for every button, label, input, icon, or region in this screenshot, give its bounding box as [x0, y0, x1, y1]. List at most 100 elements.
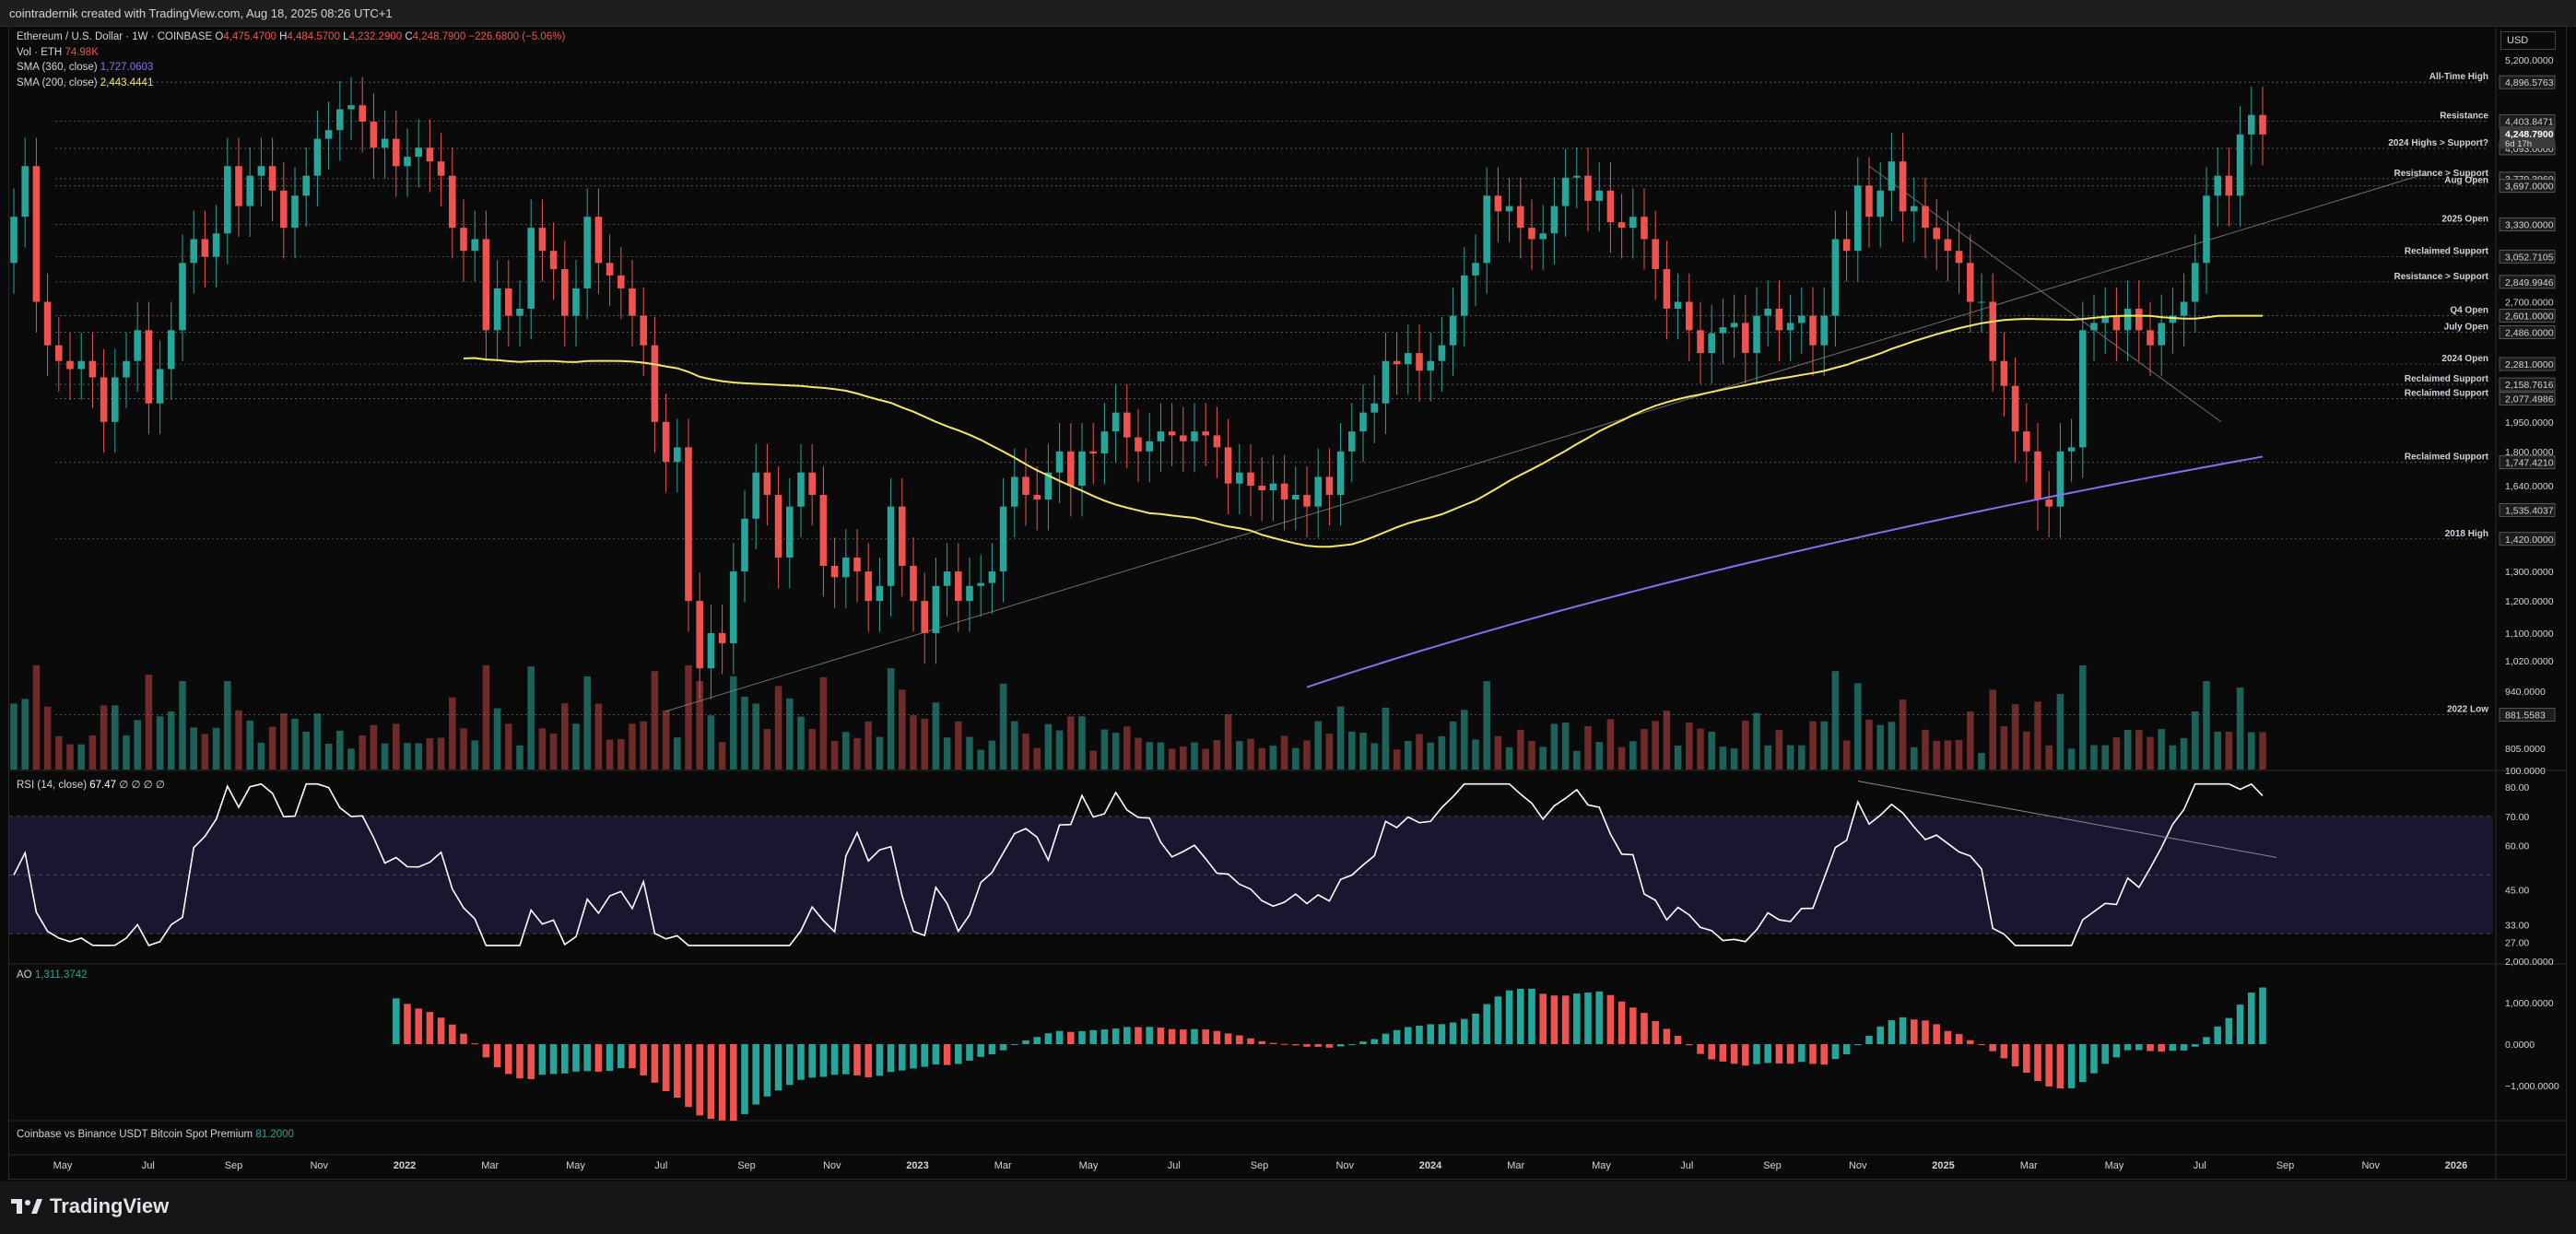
- candle-body: [685, 447, 692, 602]
- price-tick: 5,200.0000: [2505, 55, 2554, 66]
- rsi-tick: 33.00: [2505, 921, 2529, 932]
- candle-body: [1528, 228, 1535, 240]
- price-tick: 1,300.0000: [2505, 567, 2554, 578]
- time-tick: Sep: [737, 1160, 756, 1171]
- ao-bar: [2259, 987, 2266, 1044]
- candle-body: [876, 585, 884, 602]
- volume-bar: [1876, 724, 1884, 770]
- candle-body: [921, 601, 928, 633]
- symbol-name[interactable]: Ethereum / U.S. Dollar · 1W · COINBASE: [17, 31, 213, 42]
- volume-label[interactable]: Vol · ETH: [17, 46, 63, 58]
- premium-legend[interactable]: Coinbase vs Binance USDT Bitcoin Spot Pr…: [17, 1129, 294, 1140]
- ao-bar: [808, 1044, 816, 1078]
- ao-bar: [1314, 1044, 1322, 1047]
- volume-bar: [1967, 711, 1974, 770]
- ao-bar: [921, 1044, 928, 1067]
- rsi-trendline: [1857, 781, 2277, 858]
- ao-bar: [1033, 1037, 1041, 1044]
- volume-bar: [2203, 681, 2210, 770]
- candle-body: [437, 161, 445, 176]
- price-tick: 3,697.0000: [2505, 182, 2554, 193]
- volume-bar: [190, 727, 197, 770]
- volume-bar: [77, 744, 85, 770]
- candle-body: [1798, 315, 1806, 323]
- volume-bar: [988, 740, 996, 770]
- ao-legend[interactable]: AO 1,311.3742: [17, 970, 88, 981]
- volume-bar: [1641, 729, 1648, 770]
- time-tick: Nov: [1335, 1160, 1354, 1171]
- tradingview-logo[interactable]: TradingView: [11, 1192, 169, 1221]
- time-tick: Sep: [1251, 1160, 1269, 1171]
- candle-body: [549, 251, 558, 270]
- candle-body: [404, 157, 411, 167]
- time-tick: Nov: [310, 1160, 328, 1171]
- candle-body: [1303, 494, 1311, 507]
- rsi-legend[interactable]: RSI (14, close) 67.47 ∅ ∅ ∅ ∅: [17, 780, 165, 791]
- candle-body: [1044, 472, 1053, 500]
- candle-body: [707, 632, 715, 669]
- ao-bar: [1089, 1029, 1097, 1044]
- ao-bar: [618, 1044, 625, 1068]
- volume-bar: [212, 727, 220, 770]
- ao-bar: [2090, 1044, 2098, 1074]
- volume-bar: [1888, 722, 1896, 770]
- ao-bar: [2000, 1044, 2008, 1059]
- level-label: 2018 High: [2445, 529, 2488, 539]
- price-tick: 100.0000: [2505, 766, 2546, 777]
- candle-body: [932, 585, 940, 633]
- volume-bar: [1146, 742, 1153, 770]
- candle-body: [168, 330, 175, 370]
- currency-button[interactable]: USD: [2500, 31, 2556, 50]
- candle-body: [336, 109, 344, 131]
- ao-bar: [2192, 1044, 2199, 1047]
- chart-frame[interactable]: [8, 26, 2567, 1180]
- level-label: Resistance: [2440, 112, 2488, 122]
- candle-body: [966, 585, 973, 602]
- ao-bar: [640, 1044, 647, 1075]
- ao-bar: [1472, 1013, 1479, 1044]
- volume-bar: [2045, 745, 2053, 770]
- candle-body: [1427, 360, 1434, 371]
- sma360-label[interactable]: SMA (360, close): [17, 62, 98, 73]
- volume-bar: [1719, 746, 1727, 770]
- volume-bar: [2090, 745, 2098, 770]
- candle-body: [1753, 315, 1760, 354]
- volume-bar: [1258, 747, 1265, 770]
- volume-bar: [2056, 694, 2064, 770]
- tradingview-icon: [11, 1199, 42, 1214]
- candle-body: [1033, 494, 1041, 500]
- volume-bar: [977, 749, 984, 770]
- volume-bar: [43, 706, 52, 770]
- volume-bar: [1764, 745, 1771, 770]
- volume-bar: [1100, 729, 1109, 770]
- sma360-line: [1306, 455, 2264, 688]
- candle-body: [1922, 206, 1929, 229]
- ao-bar: [393, 998, 400, 1044]
- volume-bar: [1033, 747, 1041, 770]
- volume-bar: [2236, 688, 2244, 770]
- ao-bar: [966, 1044, 973, 1061]
- volume-bar: [1089, 750, 1097, 770]
- candle-body: [1899, 161, 1907, 212]
- ao-bar: [819, 1044, 828, 1077]
- candle-body: [2225, 175, 2233, 196]
- candle-body: [910, 565, 917, 602]
- ao-bar: [1067, 1031, 1075, 1044]
- ao-bar: [1641, 1013, 1648, 1044]
- ao-bar: [876, 1044, 884, 1076]
- candle-body: [1595, 190, 1603, 201]
- candle-body: [2203, 195, 2210, 264]
- candle-body: [988, 571, 996, 583]
- volume-bar: [1236, 741, 1243, 770]
- time-tick: 2025: [1932, 1160, 1954, 1171]
- ao-bar: [1876, 1026, 1884, 1044]
- close-value: 4,248.7900: [412, 31, 466, 42]
- ao-bar: [865, 1044, 872, 1077]
- time-tick: 2026: [2445, 1160, 2467, 1171]
- candle-body: [887, 506, 895, 586]
- candle-body: [741, 518, 748, 572]
- ao-bar: [1505, 990, 1513, 1044]
- sma200-label[interactable]: SMA (200, close): [17, 76, 98, 88]
- candle-body: [370, 121, 378, 148]
